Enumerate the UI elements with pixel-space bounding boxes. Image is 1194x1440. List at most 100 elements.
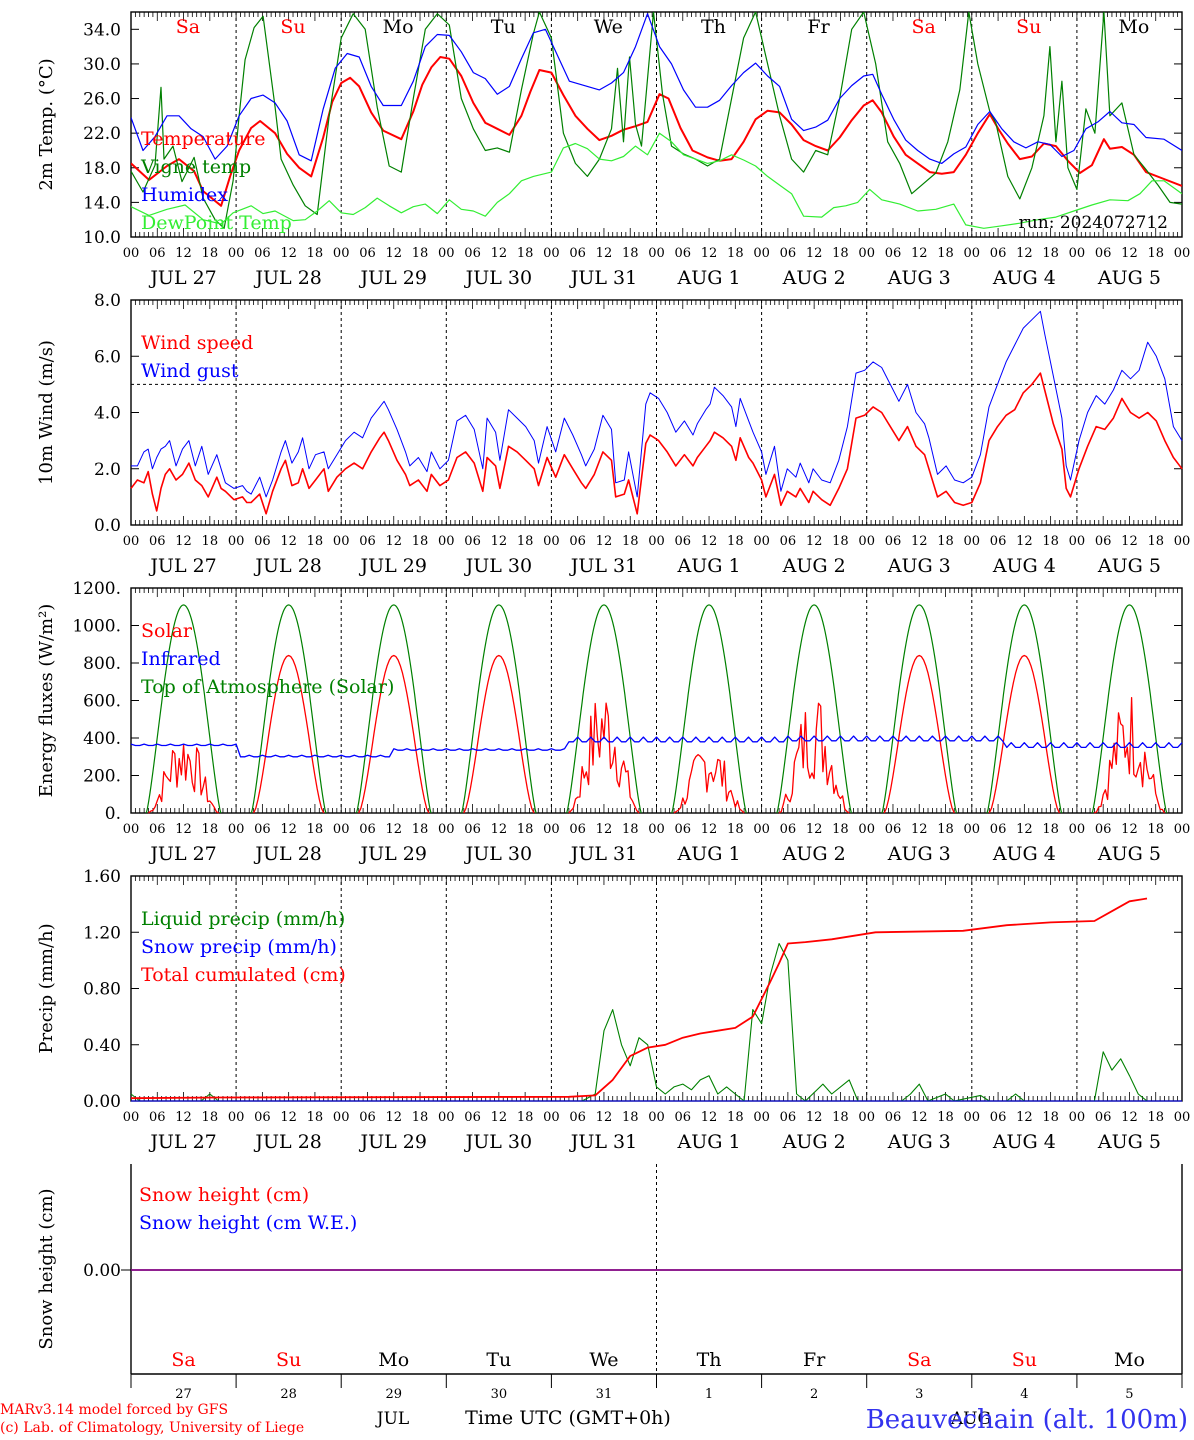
energy-hour-tick-label: 06 <box>885 822 902 837</box>
wind-hour-tick-label: 00 <box>228 534 245 549</box>
wind-hour-tick-label: 06 <box>1095 534 1112 549</box>
wind-frame <box>130 299 1183 526</box>
temp-hour-tick-label: 06 <box>675 246 692 261</box>
time-axis-title: Time UTC (GMT+0h) <box>465 1407 671 1429</box>
energy-series-solar-day <box>568 702 640 814</box>
temp-hour-tick-label: 12 <box>701 246 718 261</box>
energy-hour-tick-label: 00 <box>333 822 350 837</box>
temp-hour-tick-label: 00 <box>753 246 770 261</box>
energy-hour-tick-label: 12 <box>701 822 718 837</box>
precip-hour-tick-label: 00 <box>1069 1110 1086 1125</box>
energy-date-label: AUG 2 <box>782 843 846 865</box>
wind-hour-tick-label: 00 <box>753 534 770 549</box>
precip-legend-entry: Liquid precip (mm/h) <box>141 908 345 930</box>
precip-hour-tick-label: 12 <box>280 1110 297 1125</box>
wind-date-label: AUG 1 <box>677 555 741 577</box>
wind-hour-tick-label: 06 <box>359 534 376 549</box>
wind-hour-tick-label: 06 <box>885 534 902 549</box>
temp-date-label: AUG 1 <box>677 267 741 289</box>
wind-y-axis-label: 10m Wind (m/s) <box>36 340 57 485</box>
snow-weekday-label: Su <box>276 1349 301 1371</box>
energy-legend-entry: Top of Atmosphere (Solar) <box>141 676 394 698</box>
wind-hour-tick-label: 00 <box>123 534 140 549</box>
precip-hour-tick-label: 06 <box>990 1110 1007 1125</box>
energy-hour-tick-label: 12 <box>280 822 297 837</box>
temp-hour-tick-label: 12 <box>491 246 508 261</box>
wind-hour-tick-label: 18 <box>622 534 639 549</box>
snow-day-number: 30 <box>491 1387 508 1402</box>
precip-hour-tick-label: 12 <box>596 1110 613 1125</box>
wind-hour-tick-label: 12 <box>1016 534 1033 549</box>
precip-y-tick-label: 0.40 <box>83 1036 121 1056</box>
temp-weekday-label: Fr <box>807 16 830 38</box>
temp-hour-tick-label: 00 <box>1174 246 1191 261</box>
precip-y-axis-label: Precip (mm/h) <box>36 923 57 1053</box>
energy-hour-tick-label: 12 <box>911 822 928 837</box>
energy-hour-tick-label: 18 <box>517 822 534 837</box>
snow-weekday-label: Tu <box>486 1349 511 1371</box>
credit-line-2: (c) Lab. of Climatology, University of L… <box>0 1420 304 1436</box>
bottom-axis: Time UTC (GMT+0h) JUL AUG <box>375 1407 991 1429</box>
energy-hour-tick-label: 18 <box>937 822 954 837</box>
precip-y-tick-label: 1.60 <box>83 867 121 887</box>
wind-hour-tick-label: 18 <box>937 534 954 549</box>
temperature-panel: 10.0 14.0 18.0 22.0 26.0 30.0 34.0 2m Temp. (°C… <box>36 11 1191 289</box>
snow-day-number: 3 <box>915 1387 923 1402</box>
precip-hour-tick-label: 00 <box>753 1110 770 1125</box>
energy-series-infrared <box>130 735 1183 758</box>
energy-legend-entry: Infrared <box>141 648 221 670</box>
temp-hour-tick-label: 06 <box>569 246 586 261</box>
wind-hour-tick-label: 00 <box>648 534 665 549</box>
precip-date-label: JUL 30 <box>464 1131 532 1153</box>
energy-date-label: AUG 1 <box>677 843 741 865</box>
precip-hour-tick-label: 18 <box>307 1110 324 1125</box>
energy-series-solar-day <box>253 654 325 814</box>
snow-weekday-label: Sa <box>171 1349 195 1371</box>
snow-day-number: 2 <box>810 1387 818 1402</box>
temp-legend-entry: Vigne temp <box>140 156 251 178</box>
wind-legend-entry: Wind speed <box>141 332 253 354</box>
temp-hour-tick-label: 00 <box>1069 246 1086 261</box>
precip-series-liquid <box>130 942 1148 1102</box>
wind-hour-tick-label: 12 <box>280 534 297 549</box>
energy-hour-tick-label: 06 <box>464 822 481 837</box>
wind-y-tick-label: 8.0 <box>94 291 121 311</box>
wind-hour-tick-label: 18 <box>412 534 429 549</box>
energy-hour-tick-label: 06 <box>569 822 586 837</box>
temp-legend-entry: Temperature <box>141 128 265 150</box>
energy-frame <box>130 587 1183 814</box>
wind-date-label: JUL 27 <box>148 555 216 577</box>
energy-hour-tick-label: 06 <box>675 822 692 837</box>
temp-series-vigne-temp <box>131 12 1182 229</box>
precip-hour-tick-label: 06 <box>359 1110 376 1125</box>
precip-panel: 0.00 0.40 0.80 1.20 1.60 Precip (mm/h) Liquid … <box>36 867 1190 1153</box>
temp-hour-tick-label: 00 <box>858 246 875 261</box>
wind-hour-tick-label: 00 <box>1069 534 1086 549</box>
energy-y-tick-label: 1200. <box>72 579 121 599</box>
energy-date-label: JUL 27 <box>148 843 216 865</box>
temp-weekday-label: We <box>594 16 623 38</box>
energy-hour-tick-label: 12 <box>1121 822 1138 837</box>
energy-hour-tick-label: 18 <box>832 822 849 837</box>
precip-hour-tick-label: 12 <box>1016 1110 1033 1125</box>
temp-date-label: JUL 30 <box>464 267 532 289</box>
wind-hour-tick-label: 12 <box>701 534 718 549</box>
energy-y-axis-label: Energy fluxes (W/m²) <box>36 604 57 798</box>
snow-panel: 0.00 Snow height (cm) Snow height (cm) Snow… <box>36 1164 1183 1402</box>
wind-hour-tick-label: 18 <box>202 534 219 549</box>
wind-hour-tick-label: 00 <box>333 534 350 549</box>
wind-panel: 0.0 2.0 4.0 6.0 8.0 10m Wind (m/s) Wind speed W… <box>36 291 1190 577</box>
wind-date-label: AUG 5 <box>1097 555 1161 577</box>
energy-series-toa-day <box>1091 604 1168 814</box>
temp-hour-tick-label: 18 <box>622 246 639 261</box>
wind-series-wind-gust <box>131 310 1183 498</box>
precip-hour-tick-label: 12 <box>491 1110 508 1125</box>
precip-date-label: AUG 1 <box>677 1131 741 1153</box>
temp-legend-entry: Humidex <box>141 184 228 206</box>
snow-day-number: 1 <box>705 1387 713 1402</box>
energy-hour-tick-label: 00 <box>123 822 140 837</box>
temp-weekday-label: Mo <box>383 16 414 38</box>
temp-hour-tick-label: 06 <box>780 246 797 261</box>
precip-hour-tick-label: 18 <box>202 1110 219 1125</box>
